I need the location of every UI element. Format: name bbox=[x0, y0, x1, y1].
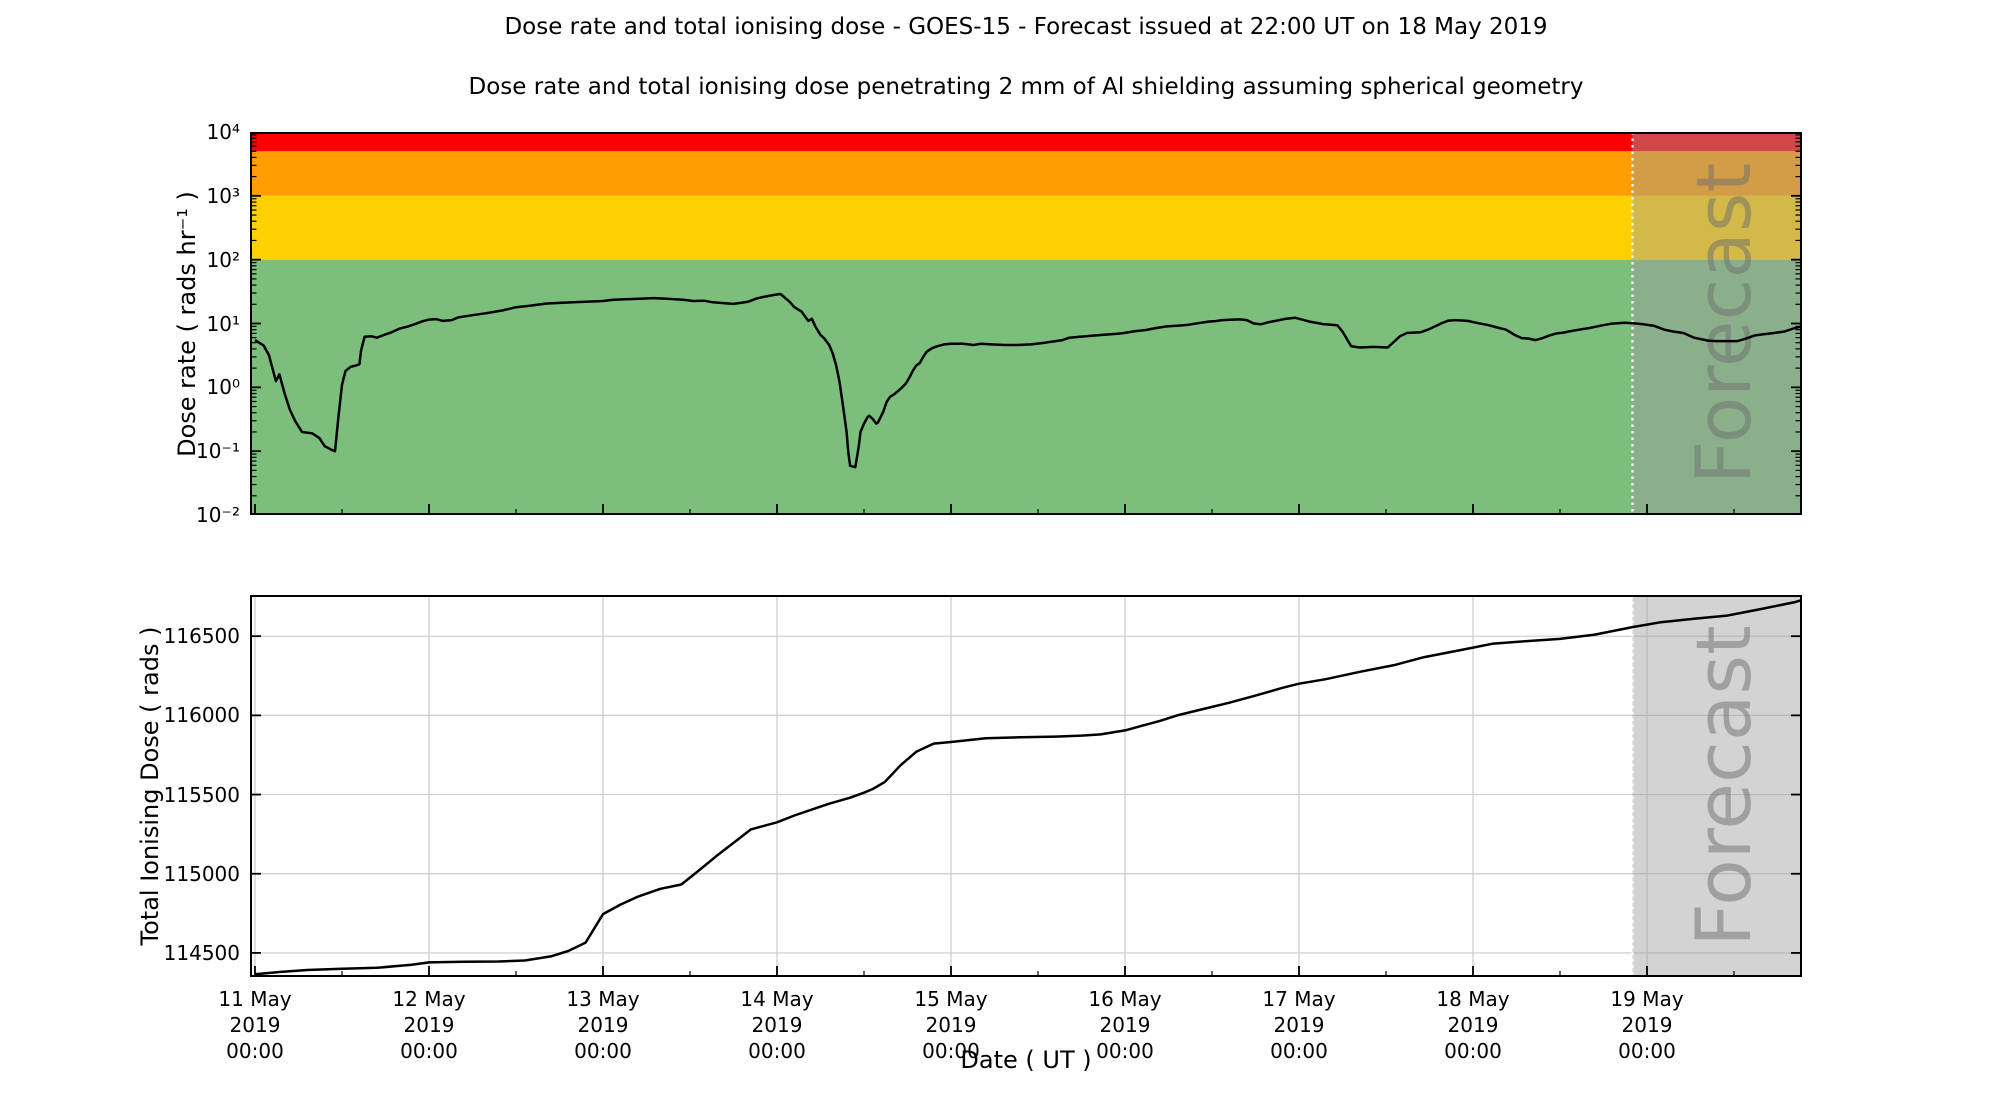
bottom-y-tick-label: 114500 bbox=[163, 940, 240, 965]
x-tick-day: 16 May bbox=[1088, 987, 1162, 1011]
x-tick-year: 2019 bbox=[1099, 1013, 1151, 1037]
x-tick-time: 00:00 bbox=[748, 1039, 806, 1063]
x-tick-time: 00:00 bbox=[1618, 1039, 1676, 1063]
chart-title: Dose rate and total ionising dose - GOES… bbox=[504, 14, 1548, 40]
threshold-band-yellow bbox=[250, 195, 1802, 260]
dose-rate-line bbox=[254, 292, 1802, 469]
x-tick-day: 14 May bbox=[740, 987, 814, 1011]
threshold-band-green bbox=[250, 259, 1802, 515]
total-dose-chart: Forecast bbox=[250, 595, 1802, 977]
forecast-region bbox=[1632, 132, 1802, 515]
dose-rate-chart: Forecast bbox=[250, 132, 1802, 515]
x-tick-year: 2019 bbox=[1273, 1013, 1325, 1037]
axis-spine bbox=[250, 595, 1802, 977]
bottom-y-tick-label: 116000 bbox=[163, 703, 240, 728]
x-tick-time: 00:00 bbox=[922, 1039, 980, 1063]
x-tick-time: 00:00 bbox=[400, 1039, 458, 1063]
x-tick-year: 2019 bbox=[925, 1013, 977, 1037]
x-tick-year: 2019 bbox=[403, 1013, 455, 1037]
x-tick-year: 2019 bbox=[1447, 1013, 1499, 1037]
top-y-tick-label: 10⁴ bbox=[206, 120, 240, 144]
x-tick-day: 17 May bbox=[1262, 987, 1336, 1011]
bottom-y-tick-label: 116500 bbox=[163, 624, 240, 649]
chart-subtitle: Dose rate and total ionising dose penetr… bbox=[468, 74, 1584, 100]
bottom-y-tick-label: 115500 bbox=[163, 782, 240, 807]
x-tick-time: 00:00 bbox=[226, 1039, 284, 1063]
x-tick-time: 00:00 bbox=[1096, 1039, 1154, 1063]
top-y-tick-label: 10⁻² bbox=[195, 503, 240, 527]
top-y-tick-label: 10⁻¹ bbox=[195, 439, 240, 464]
x-axis-label: Date ( UT ) bbox=[960, 1046, 1092, 1074]
x-tick-year: 2019 bbox=[751, 1013, 803, 1037]
forecast-watermark: Forecast bbox=[1679, 163, 1768, 485]
top-y-tick-label: 10¹ bbox=[206, 311, 240, 336]
x-tick-day: 15 May bbox=[914, 987, 988, 1011]
forecast-watermark: Forecast bbox=[1679, 625, 1768, 947]
x-tick-day: 18 May bbox=[1436, 987, 1510, 1011]
threshold-band-orange bbox=[250, 151, 1802, 196]
x-tick-time: 00:00 bbox=[574, 1039, 632, 1063]
x-tick-year: 2019 bbox=[577, 1013, 629, 1037]
x-tick-year: 2019 bbox=[1621, 1013, 1673, 1037]
x-tick-year: 2019 bbox=[229, 1013, 281, 1037]
x-tick-day: 19 May bbox=[1610, 987, 1684, 1011]
x-tick-day: 13 May bbox=[566, 987, 640, 1011]
threshold-band-red bbox=[250, 132, 1802, 152]
top-y-tick-label: 10² bbox=[206, 247, 240, 272]
x-tick-day: 11 May bbox=[218, 987, 292, 1011]
forecast-region bbox=[1632, 595, 1802, 977]
total-dose-line bbox=[254, 598, 1802, 976]
top-y-tick-label: 10³ bbox=[206, 183, 240, 208]
x-tick-time: 00:00 bbox=[1444, 1039, 1502, 1063]
top-y-tick-label: 10⁰ bbox=[206, 375, 240, 400]
x-tick-day: 12 May bbox=[392, 987, 466, 1011]
bottom-y-tick-label: 115000 bbox=[163, 861, 240, 886]
x-tick-time: 00:00 bbox=[1270, 1039, 1328, 1063]
